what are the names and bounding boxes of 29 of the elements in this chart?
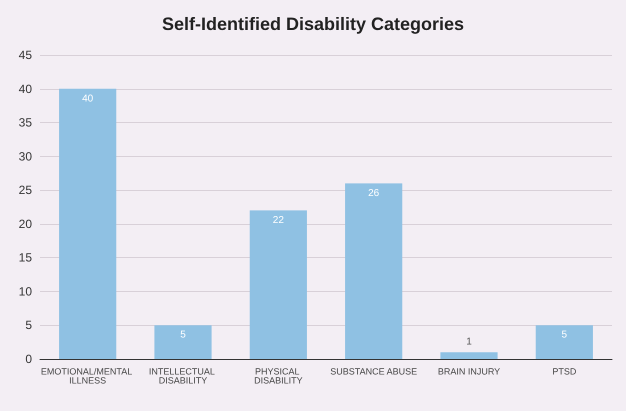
data-label: 5 <box>180 330 186 341</box>
data-label: 26 <box>368 188 380 199</box>
chart-title: Self-Identified Disability Categories <box>162 14 464 34</box>
y-tick-label: 15 <box>18 250 32 265</box>
bar <box>345 183 402 359</box>
bar <box>154 325 212 359</box>
bar <box>59 88 116 359</box>
y-tick-label: 35 <box>18 116 32 130</box>
x-tick-label: INTELLECTUAL DISABILITY <box>148 366 218 386</box>
bar <box>536 325 593 359</box>
bar <box>250 210 307 359</box>
data-label: 5 <box>562 330 568 341</box>
x-tick-label: BRAIN INJURY <box>438 366 500 376</box>
y-tick-label: 0 <box>25 352 32 366</box>
y-tick-label: 10 <box>18 284 32 298</box>
y-tick-label: 5 <box>25 318 32 332</box>
y-tick-label: 20 <box>18 216 32 231</box>
data-label: 40 <box>82 93 94 104</box>
y-tick-label: 30 <box>18 149 32 164</box>
data-label: 1 <box>466 336 472 348</box>
x-tick-label: EMOTIONAL/MENTAL ILLNESS <box>40 366 134 386</box>
y-tick-label: 25 <box>18 183 32 198</box>
y-tick-label: 45 <box>18 48 32 62</box>
y-tick-label: 40 <box>18 82 32 96</box>
bar <box>440 352 498 359</box>
data-label: 22 <box>272 214 284 226</box>
x-tick-label: PHYSICAL DISABILITY <box>254 366 303 386</box>
x-tick-label: PTSD <box>552 366 577 376</box>
x-tick-label: SUBSTANCE ABUSE <box>330 366 418 376</box>
